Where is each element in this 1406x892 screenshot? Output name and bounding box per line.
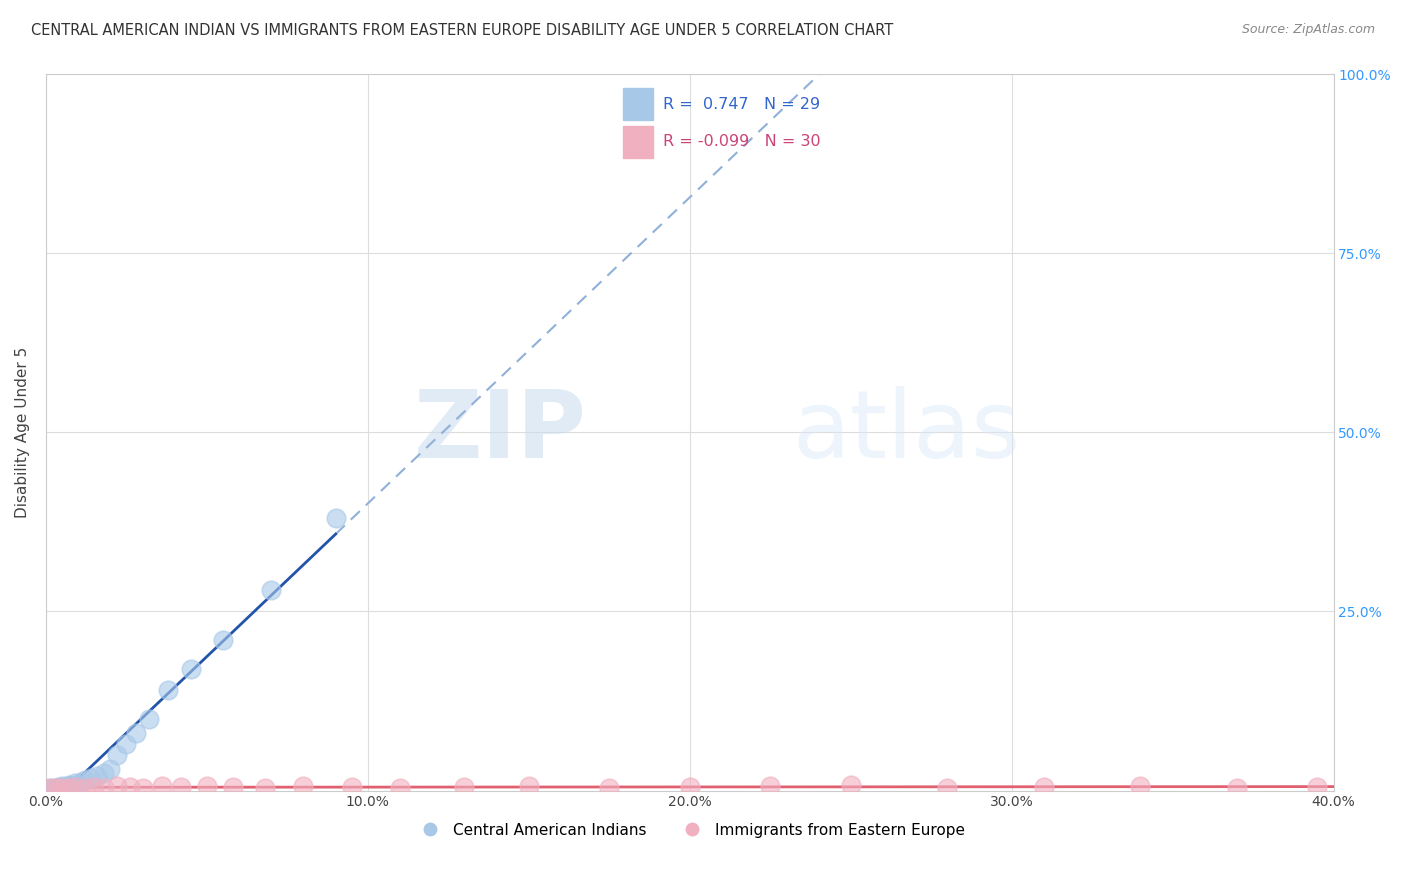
Point [1226,780,1249,795]
Point [1129,779,1152,793]
Point [48,781,70,796]
Point [118,780,141,794]
Point [51,779,73,793]
Point [517,779,540,793]
Point [63,780,86,794]
Bar [623,126,652,158]
Point [105,779,128,793]
Point [70,775,93,789]
Point [93,765,115,780]
Point [340,780,363,794]
Point [58,780,80,795]
Point [598,780,620,795]
Point [45,780,67,795]
Text: Source: ZipAtlas.com: Source: ZipAtlas.com [1241,23,1375,37]
Point [221,780,243,794]
Point [58,779,80,793]
Point [195,779,218,793]
Point [1032,780,1054,794]
Point [157,683,180,698]
Point [759,779,782,793]
Point [131,780,153,795]
Point [98,762,121,776]
Point [1306,780,1329,794]
Text: ZIP: ZIP [413,386,586,478]
Point [73,781,96,796]
Point [212,633,235,648]
Point [115,737,138,751]
Y-axis label: Disability Age Under 5: Disability Age Under 5 [15,347,30,518]
Point [325,511,347,525]
Point [73,772,96,787]
Point [53,780,76,794]
Point [51,780,73,795]
Point [260,582,283,597]
Point [45,780,67,795]
Point [93,780,115,795]
Point [51,781,73,796]
Point [67,778,90,792]
Text: R =  0.747   N = 29: R = 0.747 N = 29 [664,97,821,112]
Point [679,780,702,794]
Point [63,776,86,790]
Point [453,780,475,794]
Point [45,782,67,797]
Point [292,779,315,793]
Point [105,747,128,762]
Point [80,771,103,785]
Point [83,780,105,794]
Point [150,779,173,793]
Text: atlas: atlas [793,386,1021,478]
Point [48,780,70,794]
Bar [623,88,652,120]
Point [170,780,193,794]
Text: CENTRAL AMERICAN INDIAN VS IMMIGRANTS FROM EASTERN EUROPE DISABILITY AGE UNDER 5: CENTRAL AMERICAN INDIAN VS IMMIGRANTS FR… [31,23,893,38]
Point [38,782,60,797]
Point [41,781,63,796]
Point [138,712,160,726]
Point [38,781,60,796]
Point [60,779,83,793]
Point [839,778,862,792]
Point [253,780,276,795]
Point [936,780,959,795]
Point [389,780,412,795]
Point [58,778,80,792]
Point [125,726,148,740]
Point [86,769,108,783]
Legend: Central American Indians, Immigrants from Eastern Europe: Central American Indians, Immigrants fro… [408,816,972,844]
Text: R = -0.099   N = 30: R = -0.099 N = 30 [664,135,821,149]
Point [180,662,202,676]
